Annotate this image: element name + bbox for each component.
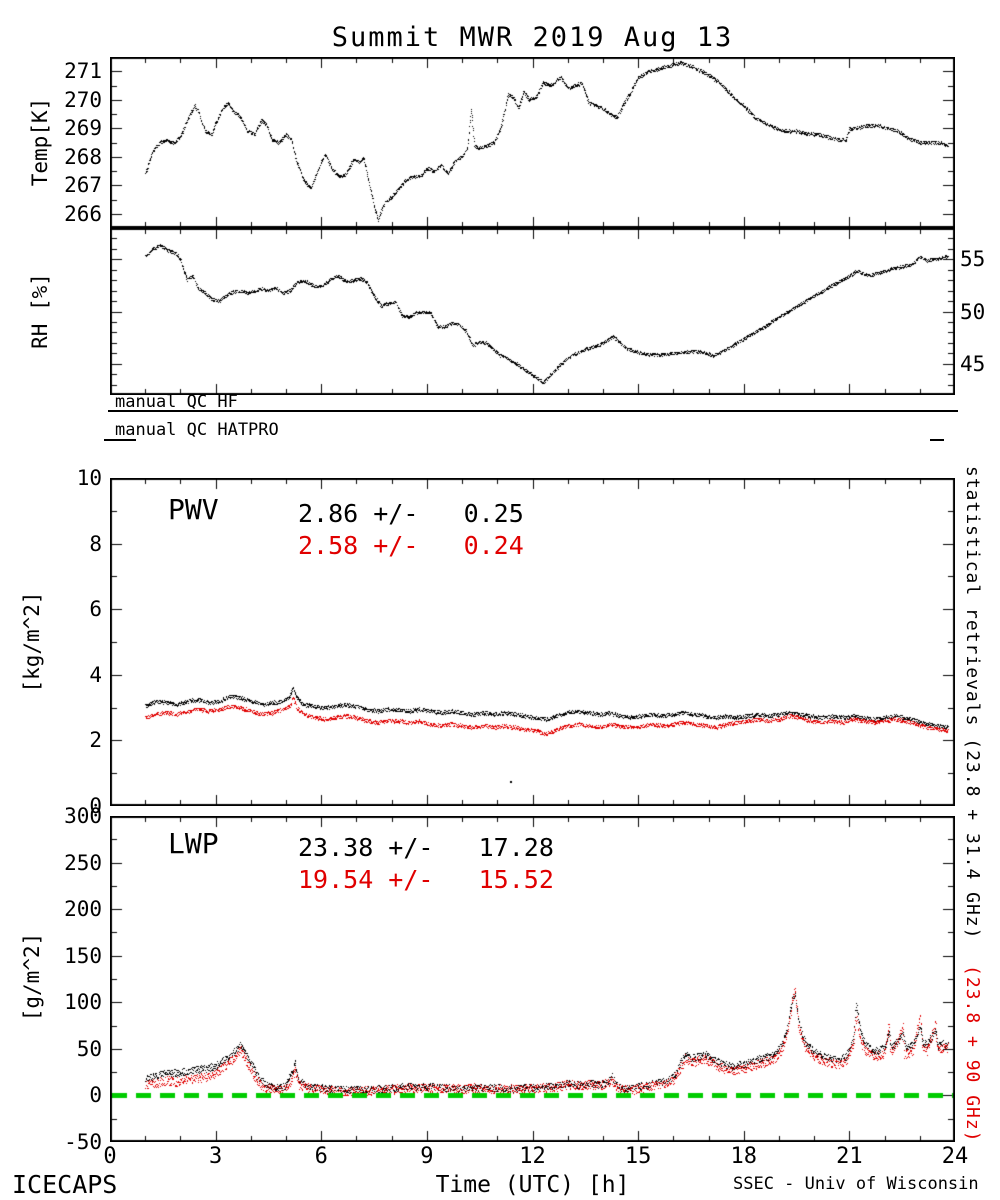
tick-label: 270 (64, 87, 102, 112)
rh-axis-label: RH [%] (28, 273, 52, 349)
pwv-annotation-label: PWV (168, 493, 219, 526)
tick-label: 2 (89, 728, 102, 753)
qc-hatpro-flag-line (104, 439, 136, 441)
tick-label: 3 (209, 1144, 223, 1169)
x-axis-label: Time (UTC) [h] (435, 1172, 630, 1198)
lwp-stats-red: 19.54 +/- 15.52 (298, 865, 554, 894)
plot-title: Summit MWR 2019 Aug 13 (331, 22, 734, 53)
tick-label: 200 (64, 897, 102, 922)
tick-label: 268 (64, 144, 102, 169)
temp-plot-canvas (110, 57, 955, 228)
tick-label: 150 (64, 943, 102, 968)
temp-axis-label: Temp[K] (28, 97, 52, 187)
tick-label: 271 (64, 59, 102, 84)
pwv-stats-red: 2.58 +/- 0.24 (298, 531, 524, 560)
tick-label: 8 (89, 531, 102, 556)
tick-label: 50 (960, 299, 986, 324)
right-caption-red: (23.8 + 90 GHz) (962, 965, 983, 1143)
tick-label: 300 (64, 804, 102, 828)
tick-label: 0 (103, 1144, 117, 1169)
tick-label: 50 (76, 1036, 102, 1061)
tick-label: 6 (89, 597, 102, 622)
credit-label: SSEC - Univ of Wisconsin (733, 1174, 979, 1194)
qc-hf-label: manual QC HF (115, 392, 238, 412)
tick-label: 10 (76, 466, 102, 490)
tick-label: 266 (64, 201, 102, 226)
pwv-stats-black: 2.86 +/- 0.25 (298, 499, 524, 528)
qc-hatpro-flag-dash (930, 439, 944, 441)
right-caption-black: statistical retrievals (23.8 + 31.4 GHz) (962, 466, 983, 940)
tick-label: 267 (64, 173, 102, 198)
tick-label: 12 (519, 1144, 546, 1169)
tick-label: 0 (89, 1083, 102, 1108)
tick-label: 15 (624, 1144, 652, 1169)
tick-label: 6 (314, 1144, 328, 1169)
qc-hf-flag-line (108, 410, 958, 412)
rh-plot-canvas (110, 228, 955, 395)
lwp-plot-canvas (110, 816, 955, 1142)
right-axis-caption: statistical retrievals (23.8 + 31.4 GHz)… (962, 466, 983, 1143)
icecaps-label: ICECAPS (12, 1170, 118, 1199)
tick-label: 9 (420, 1144, 434, 1169)
tick-label: 250 (64, 850, 102, 875)
tick-label: 18 (730, 1144, 758, 1169)
tick-label: 100 (64, 990, 102, 1015)
lwp-annotation-label: LWP (168, 827, 219, 860)
tick-label: 269 (64, 116, 102, 141)
tick-label: 45 (960, 351, 986, 376)
tick-label: 4 (89, 662, 102, 687)
tick-label: 0 (89, 794, 102, 818)
tick-label: 55 (960, 247, 986, 272)
qc-hatpro-label: manual QC HATPRO (115, 420, 279, 440)
lwp-stats-black: 23.38 +/- 17.28 (298, 833, 554, 862)
tick-label: 21 (836, 1144, 863, 1169)
tick-label: 24 (941, 1144, 969, 1169)
tick-label: -50 (64, 1130, 102, 1154)
pwv-plot-canvas (110, 478, 955, 806)
